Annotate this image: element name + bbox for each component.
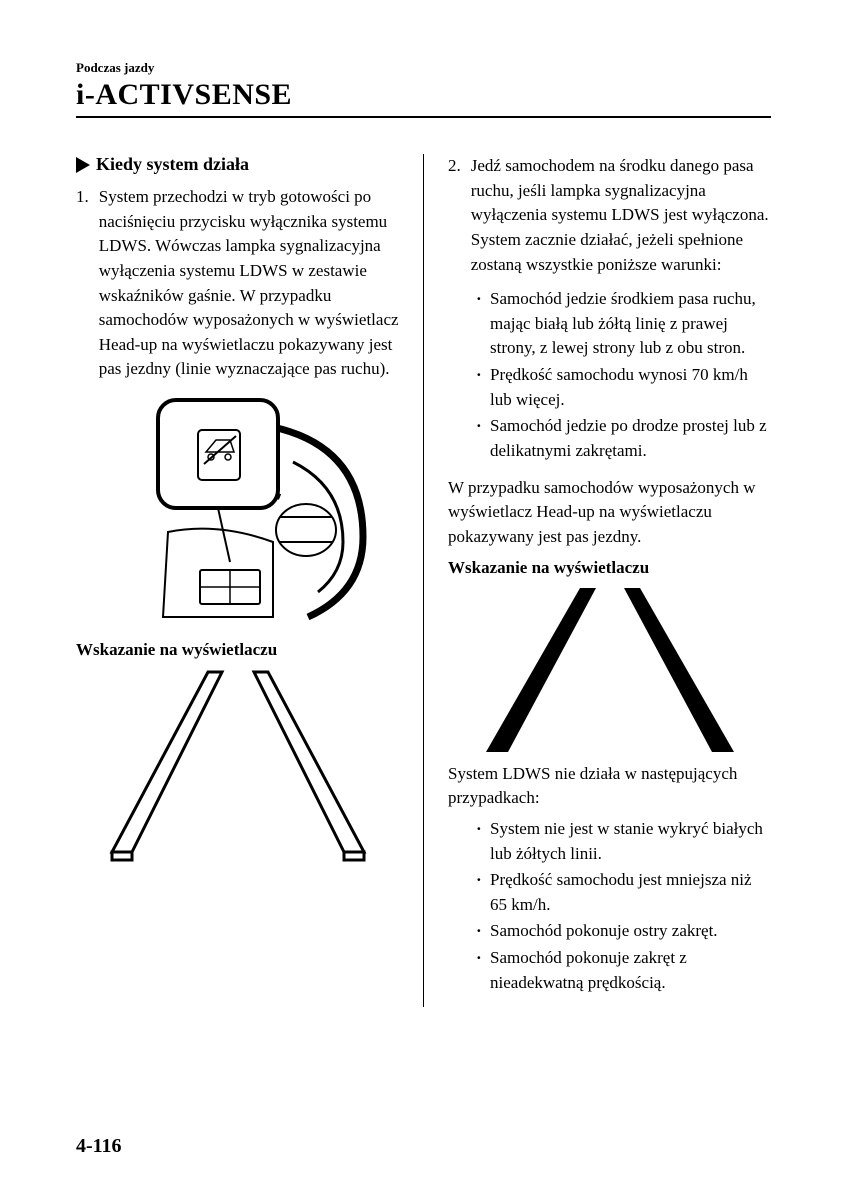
caption-left: Wskazanie na wyświetlaczu — [76, 640, 399, 660]
step-1: 1. System przechodzi w tryb gotowości po… — [76, 185, 399, 382]
conditions-list: Samochód jedzie środkiem pasa ruchu, maj… — [476, 287, 771, 463]
step-2-text: Jedź samochodem na środku danego pasa ru… — [471, 154, 771, 277]
caption-right: Wskazanie na wyświetlaczu — [448, 558, 771, 578]
step-2-num: 2. — [448, 154, 461, 277]
right-column: 2. Jedź samochodem na środku danego pasa… — [448, 154, 771, 1007]
lane-indicator-right — [480, 582, 740, 762]
page-number: 4-116 — [76, 1135, 122, 1158]
headup-paragraph: W przypadku samochodów wyposażonych w wy… — [448, 476, 771, 550]
subheading-when-active: Kiedy system działa — [76, 154, 399, 175]
list-item: Samochód jedzie środkiem pasa ruchu, maj… — [476, 287, 771, 361]
notwork-list: System nie jest w stanie wykryć białych … — [476, 817, 771, 995]
step-1-text: System przechodzi w tryb gotowości po na… — [99, 185, 399, 382]
lane-indicator-left — [108, 664, 368, 864]
list-item: Samochód pokonuje zakręt z nieadekwatną … — [476, 946, 771, 995]
list-item: System nie jest w stanie wykryć białych … — [476, 817, 771, 866]
list-item: Prędkość samochodu wynosi 70 km/h lub wi… — [476, 363, 771, 412]
dashboard-illustration — [108, 392, 368, 632]
content-columns: Kiedy system działa 1. System przechodzi… — [76, 154, 771, 1007]
triangle-icon — [76, 157, 90, 173]
step-2: 2. Jedź samochodem na środku danego pasa… — [448, 154, 771, 277]
list-item: Prędkość samochodu jest mniejsza niż 65 … — [476, 868, 771, 917]
header-title: i-ACTIVSENSE — [76, 78, 771, 118]
list-item: Samochód pokonuje ostry zakręt. — [476, 919, 771, 944]
column-divider — [423, 154, 424, 1007]
step-1-num: 1. — [76, 185, 89, 382]
list-item: Samochód jedzie po drodze prostej lub z … — [476, 414, 771, 463]
left-column: Kiedy system działa 1. System przechodzi… — [76, 154, 399, 1007]
subheading-text: Kiedy system działa — [96, 154, 249, 175]
notwork-paragraph: System LDWS nie działa w następujących p… — [448, 762, 771, 811]
header-section: Podczas jazdy — [76, 60, 771, 76]
